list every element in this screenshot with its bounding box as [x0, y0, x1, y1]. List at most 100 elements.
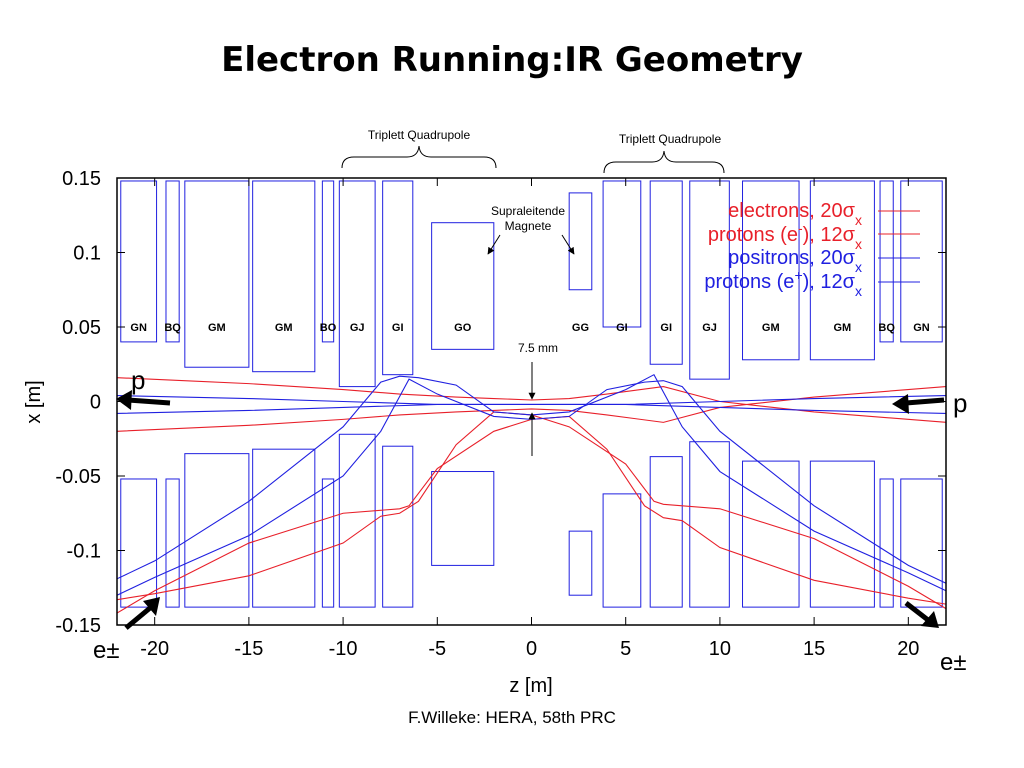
magnet-lower [431, 471, 495, 566]
magnet-upper [602, 180, 642, 328]
slide-footer: F.Willeke: HERA, 58th PRC [408, 708, 616, 727]
legend-entry: protons (e-), 12σx [708, 220, 862, 252]
magnet-lower [382, 445, 414, 608]
lepton-arrowhead-right [921, 611, 939, 628]
y-tick-label: 0.1 [73, 243, 101, 265]
magnet-label: GN [130, 322, 147, 334]
e-label-left: e± [93, 637, 120, 664]
x-tick-label: 0 [526, 638, 537, 660]
y-tick-label: -0.1 [67, 541, 101, 563]
series-line [116, 378, 947, 596]
magnet-lower [252, 448, 316, 608]
lepton-arrow-right [904, 601, 930, 622]
magnet-upper [431, 222, 495, 350]
magnet-label: GM [834, 322, 852, 334]
legend-entry: protons (e+), 12σx [704, 267, 862, 299]
supra-arrow-right [561, 234, 575, 255]
y-axis-label: x [m] [23, 380, 45, 423]
lepton-arrowhead-left [143, 597, 160, 616]
x-tick-label: -5 [428, 638, 446, 660]
magnet-upper [184, 180, 250, 368]
x-tick-label: -10 [329, 638, 358, 660]
magnet-label: GM [275, 322, 293, 334]
x-tick-label: -20 [140, 638, 169, 660]
magnet-upper [689, 180, 730, 380]
magnet-lower [900, 478, 943, 608]
quad-bracket-left [341, 145, 497, 169]
magnet-upper [165, 180, 180, 343]
magnet-lower [809, 460, 875, 608]
magnet-upper [809, 180, 875, 361]
x-tick-label: 5 [620, 638, 631, 660]
tick-group: -20 -15 -10 -5 0 5 10 15 20 0.15 0.1 0.05 0 -0.05 -0.1… [55, 168, 946, 660]
x-tick-label: 20 [897, 638, 919, 660]
magnet-label: GG [572, 322, 589, 334]
slide-title: Electron Running:IR Geometry [221, 40, 803, 80]
proton-arrowhead-left [116, 390, 132, 410]
magnet-lower [879, 478, 894, 608]
magnet-lower [689, 441, 730, 608]
y-tick-label: -0.15 [55, 615, 101, 637]
proton-arrowhead-right [892, 394, 909, 414]
x-tick-label: 15 [803, 638, 825, 660]
magnet-label: BQ [164, 322, 181, 334]
proton-arrow-left [127, 397, 171, 406]
magnet-upper [742, 180, 800, 361]
magnet-label: GO [454, 322, 472, 334]
magnet-upper [338, 180, 376, 388]
lepton-arrow-left [124, 606, 152, 630]
y-tick-label: 0 [90, 392, 101, 414]
magnet-lower [649, 456, 683, 608]
p-label-right: p [953, 388, 967, 418]
magnet-lower [338, 433, 376, 608]
magnet-label: BQ [878, 322, 895, 334]
magnet-label: GI [392, 322, 404, 334]
beam-arrows [116, 390, 945, 630]
magnet-lower [184, 453, 250, 608]
magnet-label-group: GN BQ GM GM BO GJ GI GO GG GI GI GJ GM GM BQ GN [130, 322, 929, 334]
quad-label-right: Triplett Quadrupole [619, 132, 722, 146]
e-label-right: e± [940, 649, 967, 676]
magnet-label: GJ [702, 322, 717, 334]
legend-entry: positrons, 20σx [728, 247, 862, 275]
magnet-label: GM [208, 322, 226, 334]
series-group [116, 373, 947, 614]
magnet-label: GJ [350, 322, 365, 334]
x-axis-label: z [m] [509, 675, 552, 697]
magnet-lower [165, 478, 180, 608]
quad-label-left: Triplett Quadrupole [368, 128, 471, 142]
legend: electrons, 20σx protons (e-), 12σx posit… [704, 200, 920, 299]
magnet-lower [602, 493, 642, 608]
proton-arrow-right [905, 397, 945, 406]
magnet-upper [382, 180, 414, 376]
magnet-label: GI [616, 322, 628, 334]
magnet-upper [252, 180, 316, 373]
magnet-lower [568, 530, 593, 596]
magnet-upper [120, 180, 158, 343]
magnet-label: BO [320, 322, 337, 334]
y-tick-label: 0.15 [62, 168, 101, 190]
magnet-lower [742, 460, 800, 608]
magnet-upper [879, 180, 894, 343]
magnet-upper [321, 180, 335, 343]
legend-entry: electrons, 20σx [728, 200, 862, 228]
magnet-group [120, 180, 943, 608]
magnet-upper [900, 180, 943, 343]
magnet-label: GN [913, 322, 930, 334]
x-tick-label: 10 [709, 638, 731, 660]
magnet-lower [321, 478, 335, 608]
supra-arrow-left [487, 234, 501, 255]
y-tick-label: -0.05 [55, 466, 101, 488]
series-line-envelope [116, 394, 947, 406]
supra-label-line1: Supraleitende [491, 204, 565, 218]
magnet-upper [649, 180, 683, 365]
p-label-left: p [131, 365, 145, 395]
magnet-lower [120, 478, 158, 608]
y-tick-label: 0.05 [62, 317, 101, 339]
series-line-mirror [116, 373, 947, 592]
gap-label: 7.5 mm [518, 341, 558, 355]
magnet-upper [568, 192, 593, 291]
supra-label-line2: Magnete [505, 219, 552, 233]
x-tick-label: -15 [234, 638, 263, 660]
